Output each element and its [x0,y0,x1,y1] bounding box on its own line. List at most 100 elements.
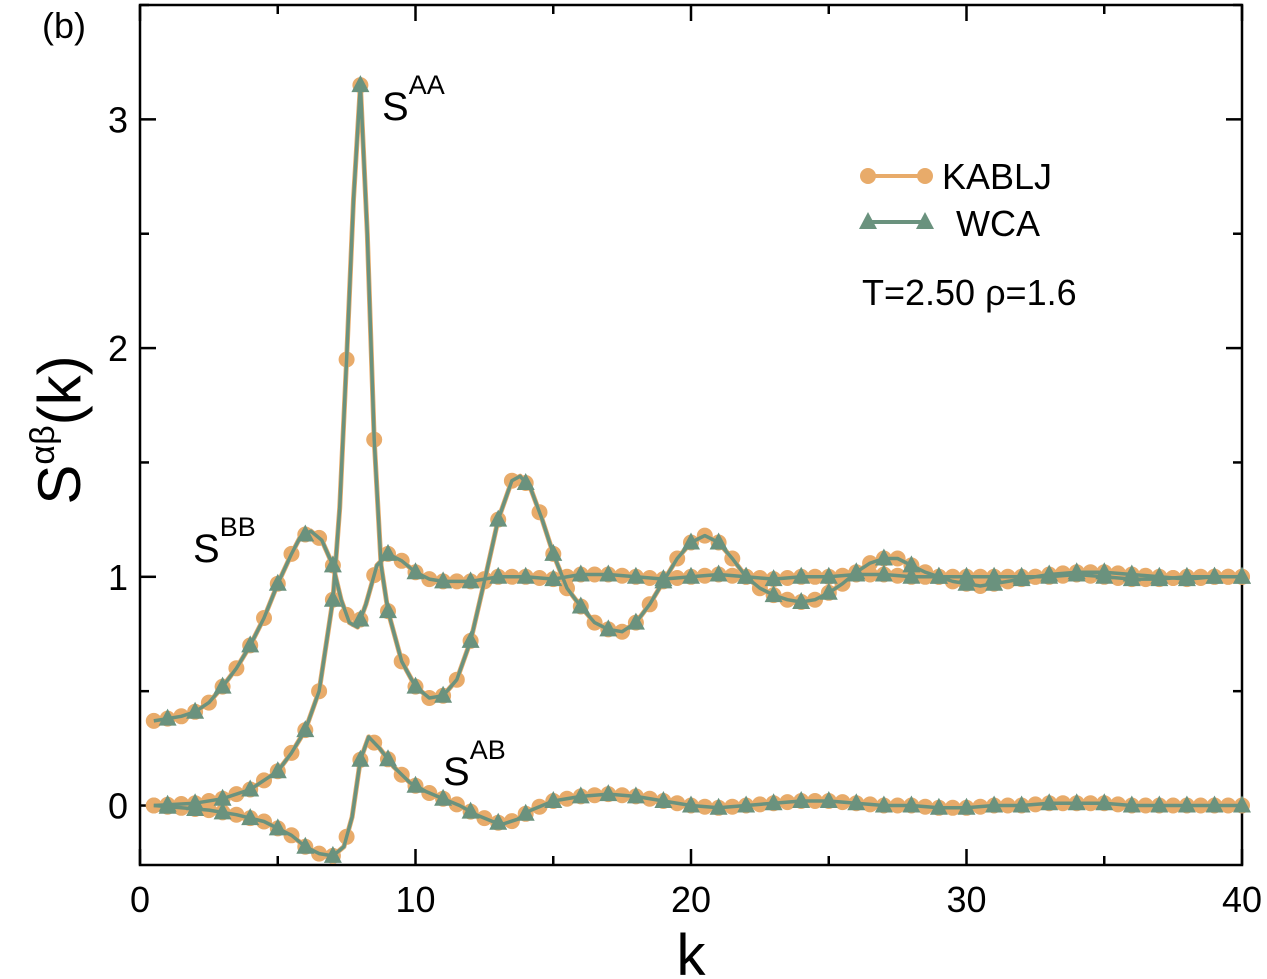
x-tick-label: 40 [1222,879,1262,920]
wca-point-s-ab [929,797,948,815]
wca-point-s-ab [847,793,866,811]
wca-point-s-aa [902,555,921,573]
wca-point-s-ab [571,786,590,804]
wca-point-s-aa [792,592,811,609]
wca-point-s-aa [544,543,563,561]
wca-point-s-ab [186,799,205,816]
x-axis-label: k [677,923,707,979]
y-tick-label: 2 [108,328,128,369]
x-tick-label: 30 [946,879,986,920]
wca-point-s-ab [241,808,260,826]
legend-marker-kablj [917,168,933,184]
x-tick-label: 0 [130,879,150,920]
wca-point-s-aa [516,473,535,490]
wca-point-s-ab [1205,795,1224,813]
wca-point-s-bb [1040,566,1059,584]
wca-point-s-bb [1177,566,1196,584]
y-axis-label-base: S [26,465,93,505]
wca-point-s-ab [1233,795,1251,813]
x-tick-label: 20 [671,879,711,920]
wca-point-s-bb [599,564,618,582]
wca-point-s-ab [1122,795,1141,813]
wca-point-s-aa [819,582,838,600]
wca-point-s-bb [268,573,287,591]
wca-point-s-aa [268,761,287,779]
wca-line-s-aa [153,83,1242,808]
wca-point-s-aa [682,532,700,550]
wca-point-s-aa [379,601,397,619]
wca-point-s-bb [516,566,535,584]
y-axis-label: Sαβ(k) [24,355,93,504]
y-tick-label: 1 [108,557,128,598]
wca-point-s-aa [874,548,893,566]
wca-point-s-bb [461,571,480,589]
wca-point-s-aa [213,788,232,806]
wca-point-s-aa [241,779,260,797]
wca-point-s-ab [406,775,425,793]
wca-point-s-ab [985,795,1004,813]
wca-point-s-ab [296,836,315,854]
annotation-sab: SAB [443,735,506,794]
wca-point-s-bb [737,566,756,584]
wca-point-s-bb [1067,564,1086,582]
wca-point-s-ab [709,797,728,815]
wca-point-s-bb [764,569,783,587]
wca-point-s-bb [544,569,563,587]
wca-point-s-bb [819,566,838,584]
wca-point-s-bb [323,555,342,573]
wca-point-s-bb [682,566,700,584]
wca-point-s-ab [626,786,645,804]
wca-point-s-bb [213,676,232,694]
wca-point-s-ab [792,791,811,808]
wca-point-s-aa [599,619,618,637]
wca-point-s-bb [1150,569,1169,587]
wca-point-s-bb [792,566,811,584]
wca-point-s-bb [434,571,453,589]
wca-point-s-bb [1122,569,1141,587]
wca-point-s-bb [847,564,866,582]
legend-marker-wca [916,212,934,229]
wca-point-s-ab [737,795,756,813]
wca-point-s-aa [489,509,508,527]
wca-point-s-bb [654,569,673,587]
wca-point-s-ab [158,796,177,814]
wca-point-s-bb [709,564,728,582]
wca-point-s-bb [985,566,1004,584]
wca-point-s-ab [1040,793,1059,811]
wca-point-s-ab [516,803,535,821]
wca-point-s-ab [1150,795,1169,813]
y-axis-label-sup: αβ [24,425,62,464]
legend-label-kablj: KABLJ [942,156,1052,197]
axis-tick-labels: 0 10 20 30 40 0 1 2 3 [108,99,1262,920]
wca-point-s-bb [489,566,508,584]
svg-text:Sαβ(k): Sαβ(k) [24,355,93,504]
wca-point-s-ab [268,818,287,836]
y-tick-label: 3 [108,99,128,140]
wca-point-s-bb [902,566,921,584]
y-tick-label: 0 [108,786,128,827]
wca-point-s-bb [296,524,315,542]
legend-label-wca: WCA [956,203,1040,244]
wca-point-s-ab [682,795,700,813]
wca-point-s-ab [1067,793,1086,811]
wca-point-s-ab [654,791,673,808]
wca-point-s-bb [929,566,948,584]
legend-marker-kablj [860,168,876,184]
wca-point-s-bb [1012,566,1031,584]
wca-point-s-aa [764,585,783,603]
wca-point-s-aa [434,685,453,703]
wca-point-s-bb [351,609,370,627]
wca-point-s-bb [406,562,425,580]
annotation-saa: SAA [382,70,445,129]
wca-point-s-bb [158,708,177,726]
wca-point-s-ab [902,795,921,813]
legend: KABLJ WCA [859,156,1052,244]
wca-point-s-ab [489,812,508,830]
legend-entry-wca: WCA [859,203,1040,244]
wca-point-s-ab [599,784,618,802]
wca-point-s-aa [351,75,370,93]
wca-point-s-ab [461,801,480,819]
wca-point-s-bb [186,701,205,719]
wca-point-s-ab [819,791,838,808]
